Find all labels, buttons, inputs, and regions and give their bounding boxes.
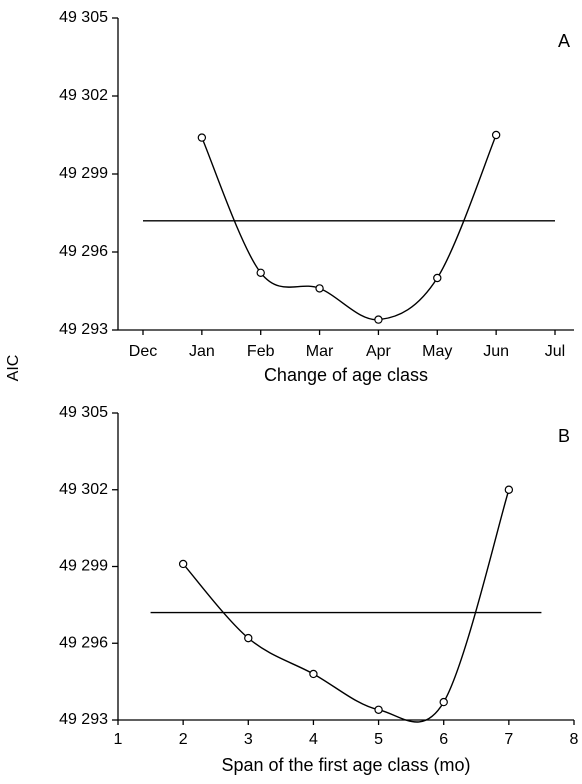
y-tick-label: 49 305 xyxy=(59,9,108,26)
y-tick-label: 49 299 xyxy=(59,165,108,182)
y-tick-label: 49 302 xyxy=(59,481,108,498)
x-tick-label: Mar xyxy=(306,343,334,360)
data-point xyxy=(439,697,448,707)
x-tick-label: Feb xyxy=(247,343,275,360)
fit-curve xyxy=(201,134,497,321)
data-point xyxy=(244,633,253,643)
x-axis-label: Change of age class xyxy=(264,365,428,385)
x-tick-label: 6 xyxy=(439,731,448,748)
y-axis-label: AIC xyxy=(5,355,22,382)
fit-curve xyxy=(182,489,510,723)
y-tick-label: 49 293 xyxy=(59,321,108,338)
x-tick-label: 1 xyxy=(114,731,123,748)
data-point xyxy=(197,133,207,142)
panel-label: B xyxy=(558,426,570,446)
x-tick-label: Apr xyxy=(366,343,392,360)
x-tick-label: 3 xyxy=(244,731,253,748)
data-point xyxy=(309,669,318,679)
data-point xyxy=(178,559,188,569)
y-tick-label: 49 299 xyxy=(59,558,108,575)
x-tick-label: 7 xyxy=(504,731,513,748)
y-tick-label: 49 302 xyxy=(59,87,108,104)
y-tick-label: 49 296 xyxy=(59,243,108,260)
x-axis-label: Span of the first age class (mo) xyxy=(221,755,470,775)
panel-label: A xyxy=(558,31,570,51)
x-tick-label: May xyxy=(422,343,452,360)
y-tick-label: 49 293 xyxy=(59,711,108,728)
x-tick-label: 8 xyxy=(570,731,579,748)
data-point xyxy=(504,485,514,494)
x-tick-label: Dec xyxy=(129,343,157,360)
x-tick-label: 4 xyxy=(309,731,318,748)
x-tick-label: Jul xyxy=(545,343,565,360)
y-tick-label: 49 296 xyxy=(59,634,108,651)
data-point xyxy=(491,130,501,140)
x-tick-label: Jun xyxy=(483,343,509,360)
data-point xyxy=(374,315,383,324)
data-point xyxy=(374,705,383,714)
data-point xyxy=(433,273,442,283)
data-point xyxy=(256,268,265,277)
x-tick-label: Jan xyxy=(189,343,215,360)
y-tick-label: 49 305 xyxy=(59,404,108,421)
x-tick-label: 2 xyxy=(179,731,188,748)
x-tick-label: 5 xyxy=(374,731,383,748)
data-point xyxy=(315,284,324,293)
